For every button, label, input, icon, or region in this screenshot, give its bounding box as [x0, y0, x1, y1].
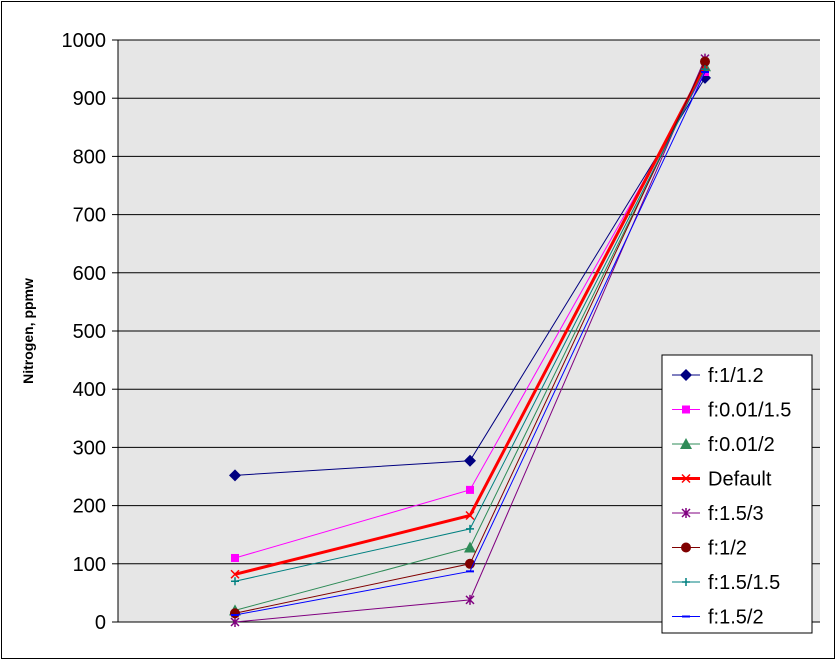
legend-marker	[680, 369, 692, 381]
data-point	[230, 608, 240, 619]
series-5	[230, 56, 710, 619]
legend-item: f:1.5/1.5	[672, 572, 780, 594]
legend-label: f:1.5/1.5	[708, 572, 780, 594]
legend-item: f:0.01/2	[672, 434, 775, 456]
y-tick-label: 300	[73, 437, 106, 459]
data-point	[466, 485, 474, 494]
series-7	[231, 71, 709, 617]
data-point	[466, 524, 474, 533]
data-point	[229, 469, 241, 482]
data-point	[464, 454, 476, 467]
y-tick-label: 700	[73, 205, 106, 227]
legend-item: f:0.01/1.5	[672, 400, 791, 422]
y-tick-label: 800	[73, 146, 106, 168]
data-point	[465, 510, 475, 521]
legend-box	[661, 354, 813, 634]
legend-label: Default	[708, 469, 772, 491]
legend-marker	[682, 405, 690, 414]
legend-item: Default	[672, 469, 772, 491]
legend-label: f:1.5/3	[708, 503, 764, 525]
legend-label: f:0.01/1.5	[708, 400, 791, 422]
legend-item: f:1.5/3	[672, 503, 764, 525]
y-tick-label: 0	[95, 612, 106, 634]
series-group	[229, 53, 711, 627]
legend-label: f:1/2	[708, 538, 747, 560]
legend-item: f:1/1.2	[672, 365, 764, 387]
y-tick-label: 1000	[62, 30, 107, 52]
y-tick-labels: 0 100 200 300 400 500 600 700 800 900 1000	[62, 30, 107, 634]
legend-label: f:1.5/2	[708, 607, 764, 629]
legend-marker	[681, 473, 691, 484]
data-point	[464, 541, 476, 553]
legend-item: f:1/2	[672, 538, 747, 560]
y-tick-label: 100	[73, 554, 106, 576]
legend-label: f:0.01/2	[708, 434, 775, 456]
y-axis-label: Nitrogen, ppmw	[20, 278, 36, 384]
data-point	[700, 56, 710, 67]
y-tick-label: 400	[73, 379, 106, 401]
data-point	[465, 594, 475, 605]
legend: f:1/1.2 f:0.01/1.5 f:0.01/2 Default f:1.5/3 f…	[661, 354, 813, 634]
data-point	[231, 577, 239, 586]
series-0	[229, 71, 711, 482]
data-point	[230, 569, 240, 579]
legend-marker	[682, 578, 690, 586]
legend-label: f:1/1.2	[708, 365, 764, 387]
y-tick-label: 600	[73, 263, 106, 285]
legend-marker	[681, 542, 691, 553]
y-tick-label: 900	[73, 88, 106, 110]
y-tick-label: 500	[73, 321, 106, 343]
data-point	[231, 553, 239, 562]
data-point	[230, 617, 240, 627]
y-tick-label: 200	[73, 496, 106, 518]
legend-marker	[680, 438, 692, 449]
legend-item: f:1.5/2	[672, 607, 764, 629]
legend-marker	[681, 508, 691, 518]
